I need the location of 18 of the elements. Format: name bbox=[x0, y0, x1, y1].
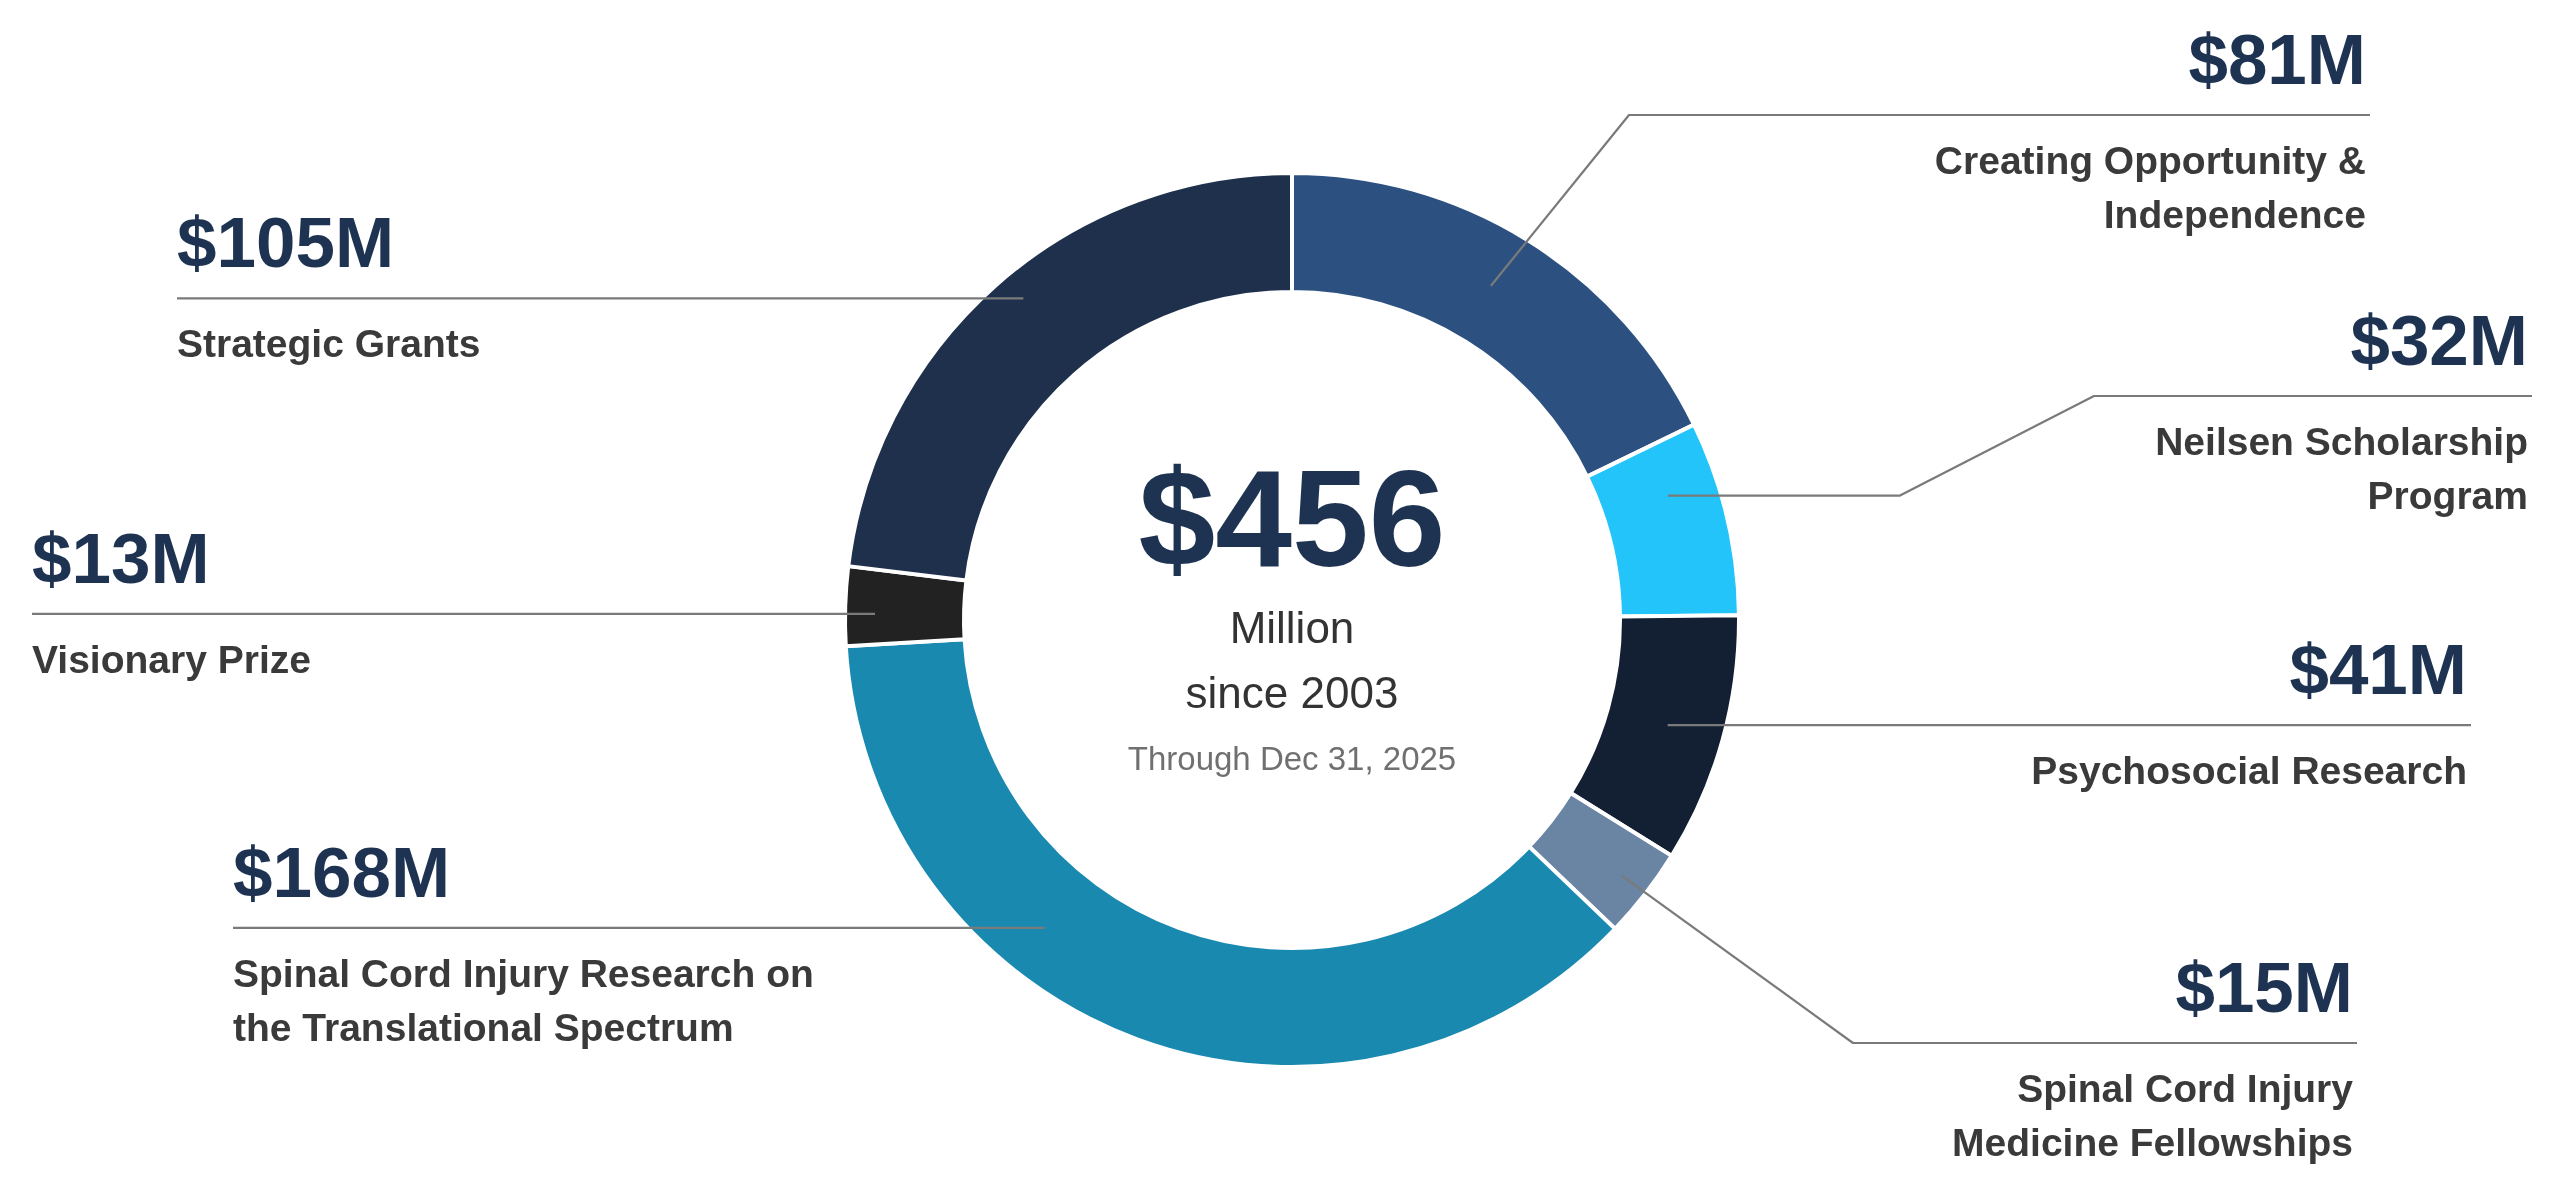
data-label: $15M bbox=[2175, 948, 2353, 1027]
data-label: $41M bbox=[2289, 630, 2467, 710]
data-label: $32M bbox=[2350, 301, 2528, 380]
data-label: $81M bbox=[2188, 20, 2366, 99]
data-label: $13M bbox=[32, 518, 210, 598]
slice-label: Strategic Grants bbox=[177, 322, 481, 366]
data-label: $168M bbox=[233, 832, 451, 912]
slice-label: Spinal Cord Injury Medicine Fellowships bbox=[1952, 1067, 2354, 1164]
slice-label: Neilsen Scholarship Program bbox=[2155, 420, 2528, 517]
text: $456 bbox=[1138, 441, 1446, 595]
slice-label: Spinal Cord Injury Research on the Translational Spectrum bbox=[233, 951, 814, 1049]
slice-label: Visionary Prize bbox=[32, 637, 311, 681]
data-label: $105M bbox=[177, 203, 395, 283]
text: Million bbox=[1229, 603, 1355, 652]
slice-label: Psychosocial Research bbox=[2031, 749, 2467, 793]
text: since 2003 bbox=[1185, 668, 1399, 717]
text: Through Dec 31, 2025 bbox=[1127, 740, 1457, 777]
slice-label: Creating Opportunity & Independence bbox=[1934, 139, 2366, 236]
